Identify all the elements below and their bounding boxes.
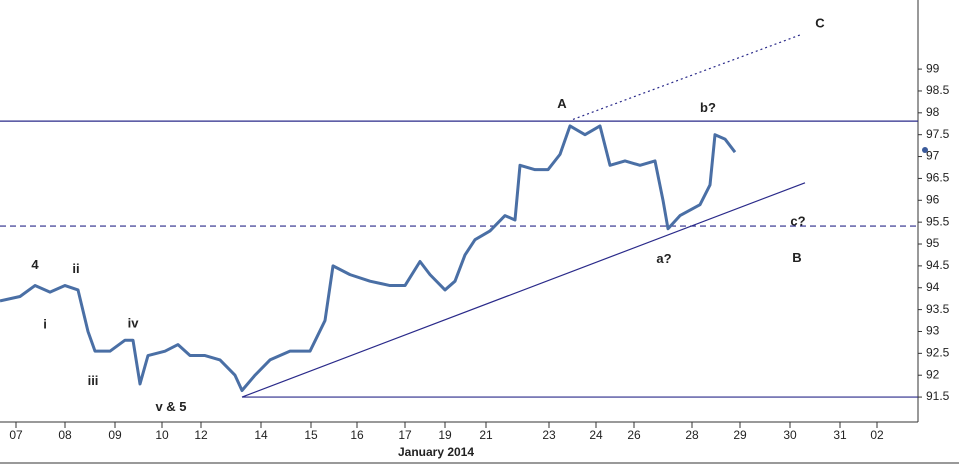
wave-label: b? [700, 100, 716, 115]
y-tick-label: 92 [926, 367, 940, 381]
x-tick-label: 02 [870, 428, 884, 442]
x-tick-label: 26 [627, 428, 641, 442]
x-tick-label: 15 [304, 428, 318, 442]
y-tick-label: 98 [926, 105, 940, 119]
y-tick-label: 95.5 [926, 214, 950, 228]
wave-label: C [815, 15, 825, 30]
y-tick-label: 93.5 [926, 302, 950, 316]
x-tick-label: 23 [542, 428, 556, 442]
y-tick-label: 93 [926, 324, 940, 338]
x-tick-label: 29 [733, 428, 747, 442]
x-tick-label: 09 [108, 428, 122, 442]
y-tick-label: 98.5 [926, 83, 950, 97]
y-tick-label: 92.5 [926, 346, 950, 360]
price-marker [922, 147, 928, 153]
x-tick-label: 17 [398, 428, 412, 442]
wave-label: a? [656, 251, 671, 266]
x-tick-label: 16 [350, 428, 364, 442]
x-tick-label: 30 [783, 428, 797, 442]
x-tick-label: 12 [194, 428, 208, 442]
x-tick-label: 10 [155, 428, 169, 442]
wave-label: iv [128, 315, 140, 330]
reference-line [241, 182, 806, 398]
y-tick-label: 96 [926, 192, 940, 206]
y-tick-label: 94 [926, 280, 940, 294]
wave-label: iii [88, 373, 99, 388]
x-tick-label: 31 [833, 428, 847, 442]
y-tick-label: 95 [926, 236, 940, 250]
x-axis-title: January 2014 [398, 445, 474, 459]
reference-line [572, 34, 801, 120]
wave-label: 4 [31, 257, 39, 272]
wave-label: A [557, 96, 567, 111]
x-tick-label: 24 [589, 428, 603, 442]
wave-label: c? [790, 214, 805, 229]
wave-label: v & 5 [155, 399, 186, 414]
y-tick-label: 97 [926, 149, 940, 163]
x-tick-label: 21 [479, 428, 493, 442]
y-tick-label: 99 [926, 61, 940, 75]
x-tick-label: 14 [254, 428, 268, 442]
x-tick-label: 19 [438, 428, 452, 442]
price-line [0, 124, 737, 393]
y-tick-label: 96.5 [926, 171, 950, 185]
wave-label: B [792, 250, 801, 265]
x-tick-label: 28 [685, 428, 699, 442]
x-tick-label: 08 [58, 428, 72, 442]
x-tick-label: 07 [9, 428, 23, 442]
y-tick-label: 91.5 [926, 389, 950, 403]
y-tick-label: 97.5 [926, 127, 950, 141]
y-tick-label: 94.5 [926, 258, 950, 272]
wave-label: i [43, 316, 47, 331]
wave-label: ii [72, 261, 79, 276]
